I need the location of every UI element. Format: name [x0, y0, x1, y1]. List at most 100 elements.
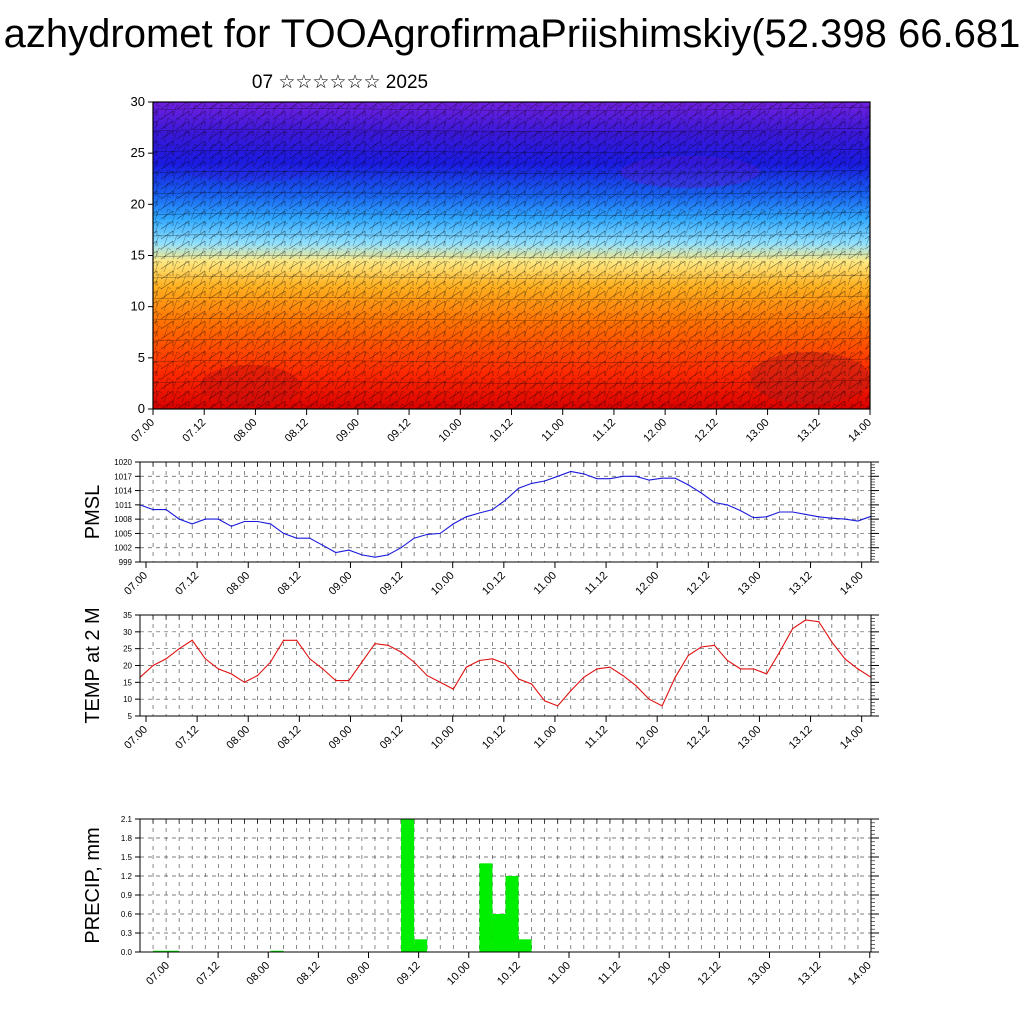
pmsl-data-point	[230, 525, 232, 527]
temp-data-point	[674, 676, 676, 678]
temp-data-point	[635, 685, 637, 687]
pmsl-x-tick-label: 13.00	[736, 570, 764, 598]
pmsl-x-tick-label: 09.00	[327, 570, 355, 598]
pmsl-x-tick-label: 10.12	[480, 570, 508, 598]
pmsl-data-point	[818, 516, 820, 518]
pmsl-axis-title: PMSL	[82, 485, 104, 539]
temp-data-point	[752, 668, 755, 670]
precip-y-tick-label: 0.9	[121, 891, 133, 900]
contour-line	[152, 358, 871, 363]
temp-data-point	[322, 668, 324, 670]
precip-x-tick-label: 09.00	[345, 960, 373, 988]
temp-data-point	[739, 668, 742, 670]
precip-y-tick-label: 0.6	[121, 910, 133, 919]
heatmap-y-tick-label: 5	[138, 350, 145, 365]
temp-data-point	[191, 639, 193, 641]
temp-data-point	[544, 700, 546, 702]
pmsl-x-tick-label: 14.00	[838, 570, 866, 598]
temp-data-point	[309, 658, 311, 660]
temp-data-point	[282, 639, 285, 641]
pmsl-data-point	[609, 478, 611, 480]
pmsl-data-point	[491, 509, 494, 511]
pmsl-y-tick-label: 1002	[114, 544, 132, 553]
pmsl-data-point	[648, 479, 650, 481]
temp-y-tick-label: 30	[123, 628, 132, 637]
pmsl-data-point	[531, 482, 533, 485]
precip-bar	[479, 863, 493, 952]
heatmap-x-tick-label: 09.12	[385, 417, 413, 445]
temp-data-point	[361, 661, 363, 663]
precip-bar	[270, 950, 284, 952]
precip-chart: 0.0 0.3 0.6 0.9 1.2 1.5 1.8 2.1 07.00 07.12 08.00 0…	[82, 815, 879, 988]
precip-y-tick-label: 1.2	[121, 872, 133, 881]
temp-x-tick-label: 11.00	[532, 724, 559, 751]
temp-x-tick-label: 10.12	[480, 724, 508, 752]
pmsl-chart: 999 1002 1005 1008 1011 1014 1017 1020 07.00 07.1…	[82, 458, 879, 598]
pmsl-data-point	[517, 487, 520, 489]
pmsl-data-point	[178, 518, 180, 520]
precip-x-tick-label: 13.00	[746, 960, 774, 988]
pmsl-data-point	[752, 517, 755, 519]
temp-plot-area	[140, 615, 871, 716]
temp-data-point	[609, 666, 611, 668]
pmsl-data-point	[204, 518, 206, 520]
pmsl-data-point	[400, 547, 402, 549]
pmsl-data-point	[635, 475, 637, 477]
pmsl-data-point	[544, 480, 546, 482]
pmsl-x-tick-label: 08.00	[224, 570, 252, 598]
temp-x-tick-label: 13.00	[736, 724, 764, 752]
temp-data-point	[178, 648, 180, 650]
precip-bar	[153, 950, 167, 952]
temp-data-point	[439, 681, 441, 683]
temp-data-point	[596, 668, 598, 670]
precip-x-tick-label: 11.00	[546, 960, 573, 987]
pmsl-data-point	[426, 533, 428, 535]
precip-y-tick-label: 2.1	[121, 815, 133, 824]
pmsl-data-point	[583, 473, 585, 475]
heatmap-y-tick-label: 20	[131, 196, 145, 211]
heatmap-x-tick-label: 10.00	[436, 417, 464, 445]
pmsl-y-tick-label: 999	[119, 558, 133, 567]
temp-data-point	[557, 705, 559, 707]
pmsl-data-point	[805, 513, 807, 515]
pmsl-data-point	[622, 475, 624, 477]
pmsl-data-point	[857, 520, 859, 522]
temp-data-point	[400, 651, 402, 653]
pmsl-data-point	[256, 520, 259, 523]
temp-y-tick-label: 5	[128, 712, 133, 721]
temp-data-point	[491, 658, 494, 660]
precip-x-tick-label: 10.00	[445, 960, 473, 988]
heatmap-x-tick-label: 11.00	[539, 417, 566, 444]
temp-data-point	[452, 688, 454, 690]
contour-line	[152, 211, 871, 216]
pmsl-data-point	[217, 518, 219, 520]
heatmap-y-tick-label: 30	[131, 94, 145, 109]
temp-data-point	[570, 690, 572, 692]
contour-line	[152, 106, 871, 111]
temp-data-point	[765, 673, 768, 675]
heatmap-y-tick-label: 0	[138, 401, 145, 416]
pmsl-data-point	[413, 537, 415, 539]
pmsl-data-point	[335, 551, 337, 554]
pmsl-x-tick-label: 12.12	[684, 570, 712, 598]
temp-data-point	[152, 664, 154, 667]
pmsl-x-tick-label: 07.00	[122, 570, 150, 598]
temp-y-tick-label: 15	[123, 678, 132, 687]
temp-x-tick-label: 09.00	[327, 724, 355, 752]
temperature-cross-section: 0 5 10 15 20 25 30 07.00 07.12 08.00 08.12 09.00 09.…	[129, 94, 874, 445]
temp-data-point	[243, 681, 246, 683]
pmsl-data-point	[152, 509, 154, 511]
pmsl-y-tick-label: 1014	[114, 487, 132, 496]
pmsl-data-point	[191, 523, 193, 525]
temp-data-point	[426, 675, 428, 677]
temp-data-point	[831, 641, 833, 643]
precip-bar	[414, 939, 428, 952]
contour-line	[152, 190, 871, 195]
precip-bar	[166, 950, 180, 952]
pmsl-y-tick-label: 1017	[114, 472, 132, 481]
page-title: azhydromet for TOOAgrofirmaPriishimskiy(…	[3, 12, 1021, 56]
heatmap-y-tick-label: 15	[131, 248, 145, 263]
pmsl-data-point	[661, 477, 663, 479]
pmsl-data-point	[282, 532, 285, 535]
